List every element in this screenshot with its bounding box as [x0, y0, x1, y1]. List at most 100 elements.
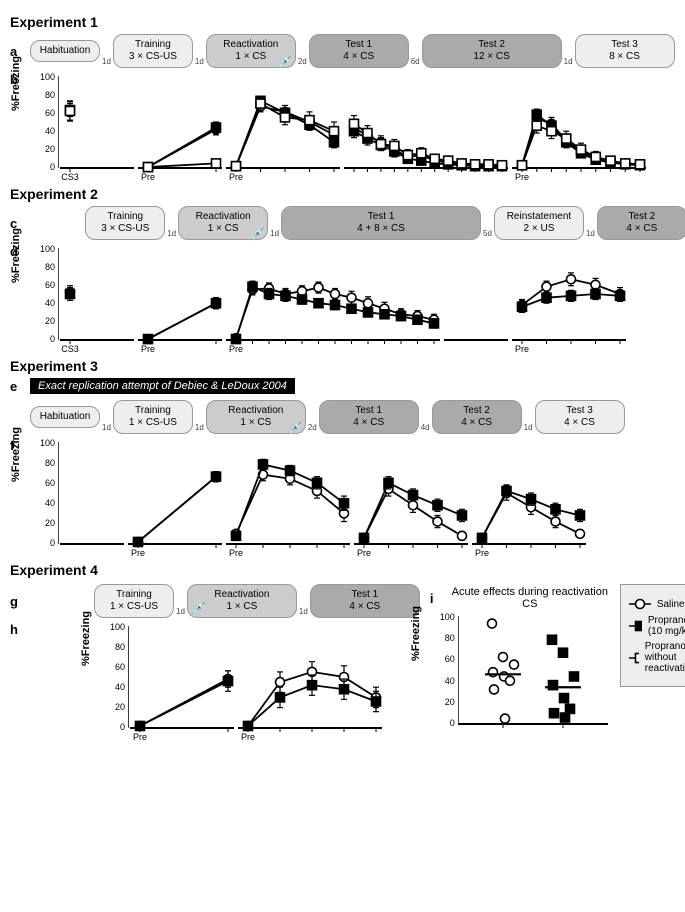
y-tick-label: 60 — [115, 662, 125, 672]
legend-label: Propranolol without reactivation — [645, 641, 685, 674]
phase-sub: 3 × CS-US — [120, 51, 186, 63]
phase-label: Training — [101, 589, 167, 601]
phase-box: Reactivation1 × CS💉 — [178, 206, 268, 240]
phase-box: Training3 × CS-US — [113, 34, 193, 68]
day-gap: 2d — [308, 423, 317, 432]
phase-sub: 8 × CS — [582, 51, 668, 63]
y-axis: 100806040200 — [430, 612, 458, 728]
y-tick-label: 40 — [115, 682, 125, 692]
scatter-area: %Freezing100806040200 — [430, 612, 610, 742]
y-tick-label: 100 — [440, 612, 455, 622]
legend-row: Propranolol without reactivation — [629, 641, 685, 674]
phase-sub: 3 × CS-US — [92, 223, 158, 235]
phase-box: Test 14 × CS — [319, 400, 419, 434]
phase-label: Reinstatement — [501, 211, 577, 223]
y-tick-label: 60 — [45, 280, 55, 290]
y-tick-label: 60 — [445, 654, 455, 664]
panel-letter: h — [10, 622, 26, 637]
phase-sub: 2 × US — [501, 223, 577, 235]
phase-sub: 4 × CS — [326, 417, 412, 429]
phase-box: Test 14 + 8 × CS — [281, 206, 481, 240]
y-tick-label: 100 — [40, 438, 55, 448]
svg-text:Pre: Pre — [241, 732, 255, 742]
svg-text:Pre: Pre — [141, 172, 155, 182]
day-gap: 1d — [195, 57, 204, 66]
y-axis-label: %Freezing — [10, 228, 22, 283]
chart-area: %Freezing100806040200PrePre — [100, 622, 384, 742]
syringe-icon: 💉 — [288, 421, 303, 435]
svg-text:CS3: CS3 — [61, 344, 79, 354]
phase-sub: 4 × CS — [439, 417, 515, 429]
day-gap: 1d — [176, 607, 185, 616]
svg-text:Pre: Pre — [357, 548, 371, 558]
phase-sub: 12 × CS — [429, 51, 555, 63]
phase-label: Test 2 — [429, 39, 555, 51]
phase-box: Test 14 × CS — [309, 34, 409, 68]
y-axis-label: %Freezing — [80, 611, 92, 666]
phase-box: Test 38 × CS — [575, 34, 675, 68]
svg-text:Pre: Pre — [515, 344, 529, 354]
phase-box: Test 24 × CS — [597, 206, 685, 240]
y-tick-label: 20 — [45, 518, 55, 528]
phase-box: Training3 × CS-US — [85, 206, 165, 240]
chart-area: %Freezing100806040200PrePrePrePre — [30, 438, 588, 558]
y-tick-label: 20 — [45, 144, 55, 154]
y-tick-label: 0 — [50, 162, 55, 172]
exp4-title: Experiment 4 — [10, 562, 675, 578]
syringe-icon: 💉 — [192, 601, 207, 615]
y-tick-label: 0 — [50, 334, 55, 344]
phase-label: Habituation — [37, 411, 93, 423]
svg-text:Pre: Pre — [133, 732, 147, 742]
timeline-row: Habituation1dTraining1 × CS-US1dReactiva… — [30, 400, 625, 434]
legend-label: Saline — [657, 599, 685, 610]
chart-area: %Freezing100806040200CS3PrePrePre — [30, 72, 648, 182]
legend-row: Saline — [629, 597, 685, 611]
svg-text:Pre: Pre — [229, 548, 243, 558]
phase-sub: 4 × CS — [542, 417, 618, 429]
svg-text:Pre: Pre — [475, 548, 489, 558]
day-gap: 5d — [483, 229, 492, 238]
phase-label: Test 1 — [317, 589, 413, 601]
phase-label: Reactivation — [213, 405, 299, 417]
y-tick-label: 60 — [45, 108, 55, 118]
panel-letter: i — [430, 591, 446, 606]
y-axis: 100806040200 — [30, 72, 58, 172]
day-gap: 1d — [195, 423, 204, 432]
phase-label: Training — [120, 39, 186, 51]
phase-label: Reactivation — [194, 589, 290, 601]
phase-label: Test 3 — [542, 405, 618, 417]
y-tick-label: 80 — [45, 458, 55, 468]
day-gap: 1d — [299, 607, 308, 616]
phase-sub: 4 + 8 × CS — [288, 223, 474, 235]
day-gap: 1d — [102, 57, 111, 66]
panel-letter: g — [10, 594, 26, 609]
day-gap: 1d — [270, 229, 279, 238]
legend: Saline Propranolol (10 mg/kg) Propranolol … — [620, 584, 685, 687]
exp1-title: Experiment 1 — [10, 14, 675, 30]
y-tick-label: 80 — [445, 633, 455, 643]
phase-sub: 1 × CS-US — [120, 417, 186, 429]
svg-text:Pre: Pre — [229, 172, 243, 182]
svg-text:CS3: CS3 — [61, 172, 79, 182]
phase-box: Test 14 × CS — [310, 584, 420, 618]
y-tick-label: 0 — [50, 538, 55, 548]
day-gap: 6d — [411, 57, 420, 66]
timeline-row: Training3 × CS-US1dReactivation1 × CS💉1d… — [21, 206, 685, 240]
phase-box: Reactivation1 × CS💉 — [206, 34, 296, 68]
svg-text:Pre: Pre — [131, 548, 145, 558]
y-tick-label: 40 — [45, 498, 55, 508]
phase-label: Test 2 — [604, 211, 680, 223]
y-tick-label: 100 — [40, 244, 55, 254]
y-tick-label: 60 — [45, 478, 55, 488]
y-tick-label: 80 — [45, 262, 55, 272]
legend-label: Propranolol (10 mg/kg) — [648, 615, 685, 637]
y-tick-label: 40 — [445, 676, 455, 686]
phase-box: Habituation — [30, 406, 100, 428]
phase-label: Test 3 — [582, 39, 668, 51]
phase-sub: 1 × CS — [213, 417, 299, 429]
phase-label: Test 1 — [288, 211, 474, 223]
exp2-title: Experiment 2 — [10, 186, 675, 202]
day-gap: 2d — [298, 57, 307, 66]
y-tick-label: 0 — [450, 718, 455, 728]
phase-label: Test 1 — [316, 39, 402, 51]
